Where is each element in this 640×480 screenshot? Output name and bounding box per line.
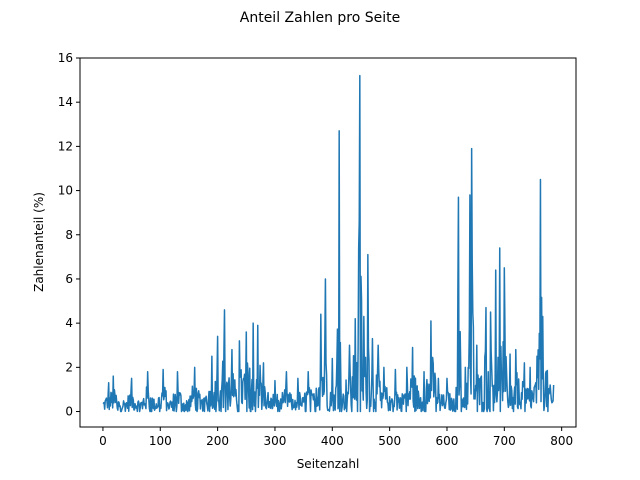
plot-area: [80, 58, 576, 427]
y-tick-label: 2: [65, 360, 73, 374]
y-tick-label: 10: [58, 184, 73, 198]
plot-frame: [79, 57, 577, 428]
x-tick-label: 600: [436, 434, 459, 448]
series-layer: [102, 74, 555, 413]
y-tick-label: 14: [58, 95, 73, 109]
x-axis-ticks: 0 100 200 300 400 500 600 700 800: [99, 427, 573, 448]
x-tick-label: 0: [99, 434, 107, 448]
y-axis-label: Zahlenanteil (%): [32, 192, 46, 292]
y-tick-label: 6: [65, 272, 73, 286]
series-line: [102, 74, 555, 413]
y-tick-label: 8: [65, 228, 73, 242]
chart-title: Anteil Zahlen pro Seite: [240, 10, 401, 26]
x-tick-label: 800: [550, 434, 573, 448]
y-tick-label: 4: [65, 316, 73, 330]
x-tick-label: 400: [321, 434, 344, 448]
y-tick-label: 16: [58, 51, 73, 65]
x-axis-label: Seitenzahl: [297, 457, 360, 471]
x-tick-label: 700: [493, 434, 516, 448]
x-tick-label: 100: [149, 434, 172, 448]
y-tick-label: 0: [65, 405, 73, 419]
x-tick-label: 500: [378, 434, 401, 448]
x-tick-label: 200: [206, 434, 229, 448]
y-axis-ticks: 0 2 4 6 8 10 12 14 16: [58, 51, 80, 419]
y-tick-label: 12: [58, 139, 73, 153]
x-tick-label: 300: [264, 434, 287, 448]
